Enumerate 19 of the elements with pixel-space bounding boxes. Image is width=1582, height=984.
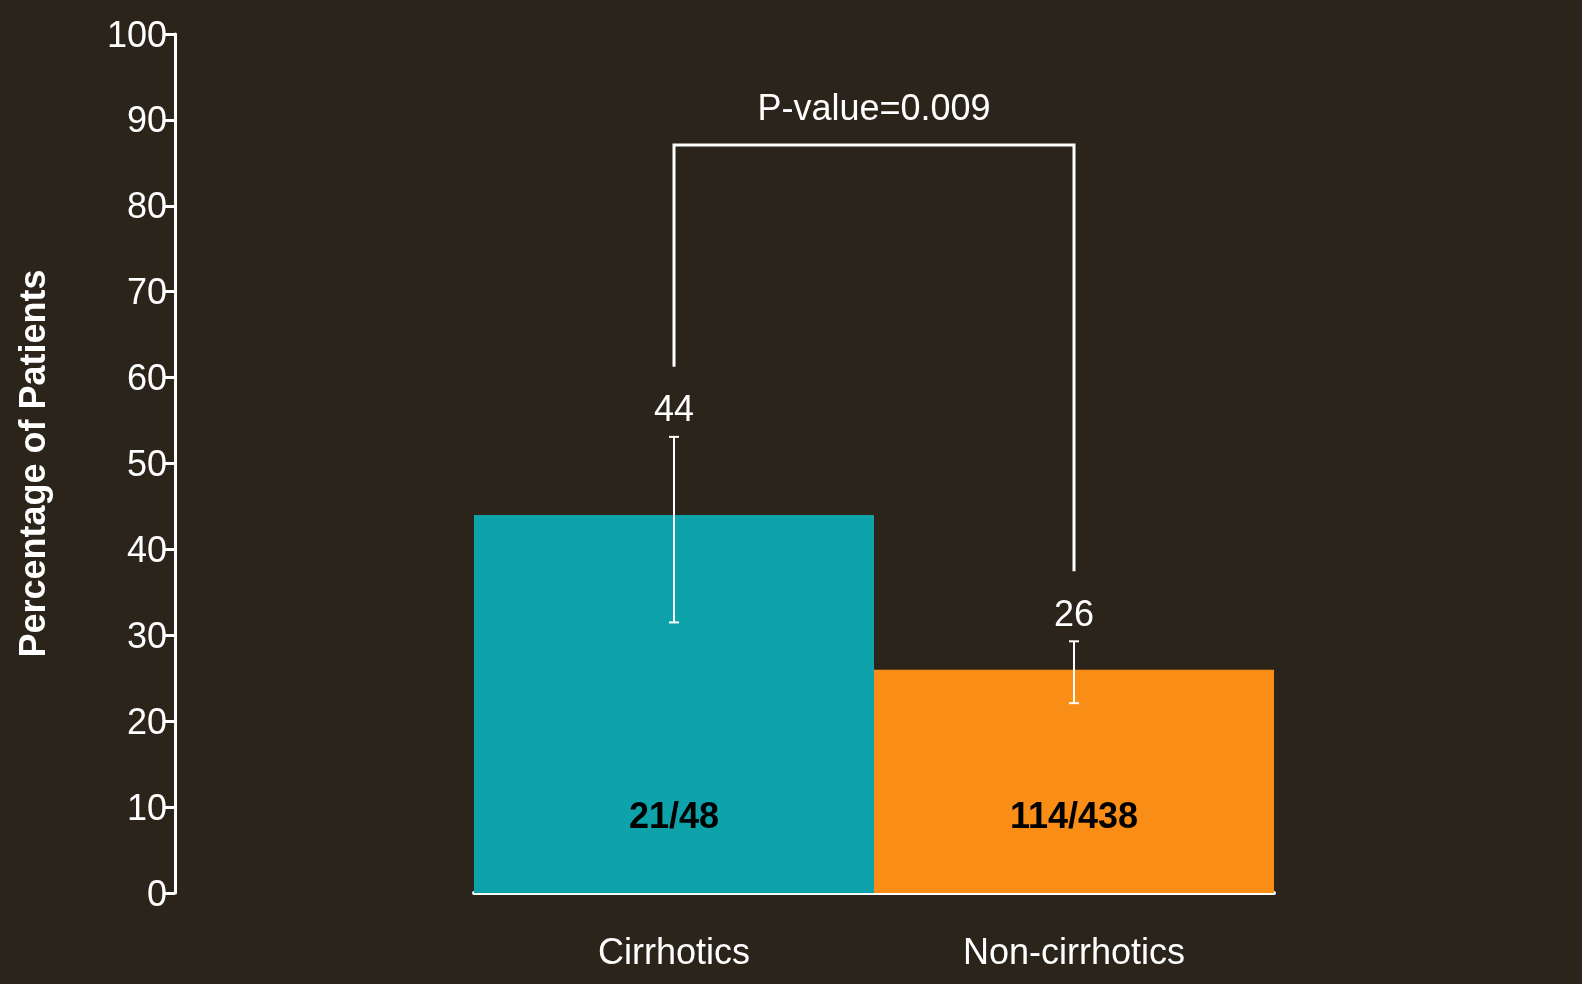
y-tick-label: 100 (106, 13, 167, 55)
y-tick-label: 80 (126, 185, 167, 227)
annotation: 114/438 (1009, 795, 1139, 837)
y-tick-label: 10 (126, 786, 167, 828)
y-tick-label: 50 (126, 443, 167, 484)
y-tick-label: 90 (126, 99, 167, 141)
data-label: 44 (653, 388, 695, 430)
y-axis-title: Percentage of Patients (11, 269, 53, 658)
y-tick-label: 0 (146, 872, 167, 914)
x-tick-label: Non-cirrhotics (962, 930, 1186, 972)
y-tick-label: 30 (126, 614, 167, 656)
annotation: P-value=0.009 (757, 86, 991, 128)
y-tick-label: 20 (126, 700, 167, 742)
y-tick-label: 40 (126, 528, 167, 570)
annotation: 21/48 (628, 795, 720, 837)
y-tick-label: 60 (126, 357, 167, 399)
y-tick-label: 70 (126, 271, 167, 313)
x-tick-label: Cirrhotics (597, 930, 751, 972)
data-label: 26 (1053, 592, 1095, 634)
